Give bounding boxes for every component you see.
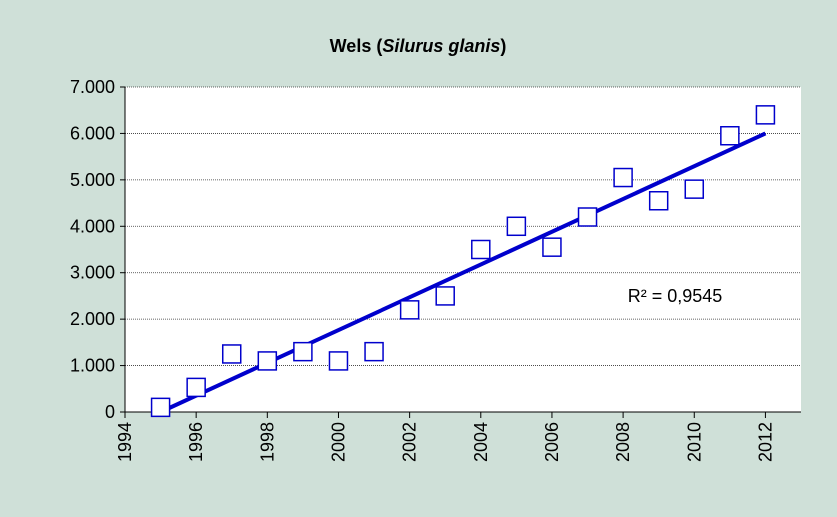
marker [648, 191, 669, 211]
x-tick-label: 2000 [328, 422, 348, 462]
title-part: Wels ( [330, 36, 383, 56]
marker [471, 239, 491, 260]
y-tick-label: 4.000 [70, 216, 115, 236]
y-tick-label: 7.000 [70, 77, 115, 97]
y-tick-label: 3.000 [70, 263, 115, 283]
x-tick-label: 1994 [115, 422, 135, 462]
title-part: Silurus glanis [382, 36, 500, 56]
marker [399, 300, 420, 320]
marker [364, 341, 384, 362]
marker [542, 237, 562, 257]
x-tick-label: 2004 [471, 422, 491, 462]
marker [257, 351, 278, 371]
marker [435, 286, 455, 306]
y-tick-label: 6.000 [70, 123, 115, 143]
marker [577, 207, 598, 227]
y-tick-label: 2.000 [70, 309, 115, 329]
marker [221, 344, 242, 364]
x-tick-label: 2012 [755, 422, 775, 462]
x-tick-label: 2006 [542, 422, 562, 462]
x-tick-label: 1998 [257, 422, 277, 462]
y-tick-label: 0 [105, 402, 115, 422]
y-tick-label: 1.000 [70, 356, 115, 376]
chart-title: Wels (Silurus glanis) [330, 36, 507, 56]
marker [150, 397, 171, 418]
marker [720, 126, 740, 146]
x-tick-label: 1996 [186, 422, 206, 462]
marker [684, 179, 705, 199]
marker [186, 377, 206, 398]
marker [755, 105, 776, 125]
marker [328, 351, 349, 371]
marker [506, 216, 527, 237]
annotation: R² = 0,9545 [628, 286, 723, 306]
title-part: ) [500, 36, 506, 56]
x-tick-label: 2010 [684, 422, 704, 462]
y-tick-label: 5.000 [70, 170, 115, 190]
marker [613, 167, 633, 188]
x-tick-label: 2002 [400, 422, 420, 462]
marker [293, 341, 313, 362]
x-tick-label: 2008 [613, 422, 633, 462]
